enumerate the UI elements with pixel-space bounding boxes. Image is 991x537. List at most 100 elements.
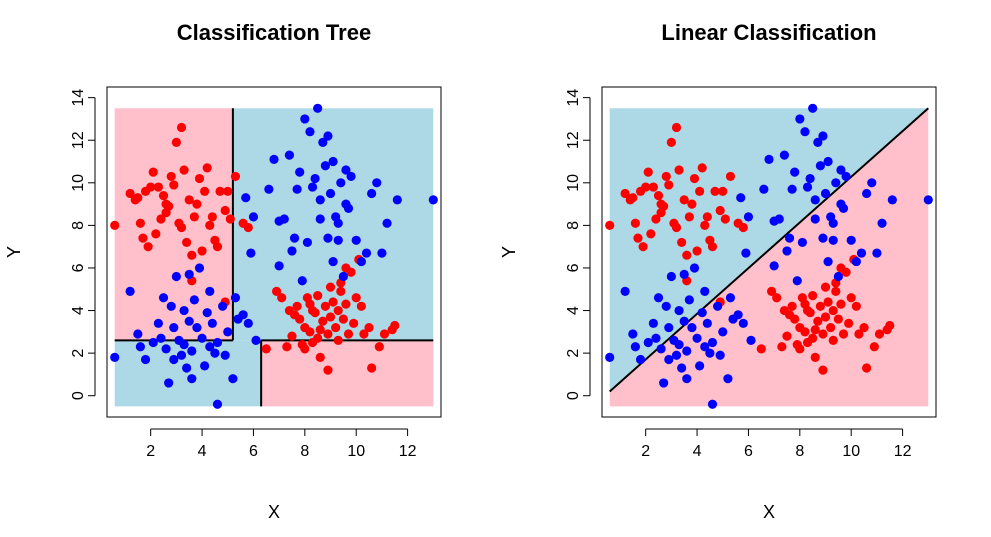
data-point-blue	[810, 214, 820, 224]
data-point-red	[287, 331, 297, 341]
data-point-red	[282, 342, 292, 352]
data-point-blue	[161, 344, 171, 354]
data-point-blue	[779, 150, 790, 160]
data-point-red	[300, 344, 310, 354]
data-point-blue	[205, 342, 215, 352]
data-point-red	[813, 316, 823, 326]
data-point-red	[838, 329, 849, 339]
data-point-blue	[684, 295, 694, 305]
data-point-blue	[343, 203, 354, 213]
data-point-red	[800, 299, 810, 309]
y-tick-label: 2	[565, 349, 582, 358]
data-point-blue	[725, 293, 736, 303]
data-point-red	[653, 190, 664, 201]
data-point-red	[333, 335, 343, 345]
data-point-blue	[392, 195, 402, 205]
data-point-blue	[666, 271, 676, 282]
data-point-blue	[269, 154, 279, 164]
data-point-red	[292, 301, 302, 311]
data-point-blue	[158, 293, 169, 303]
x-tick-label: 6	[744, 443, 753, 460]
data-point-red	[772, 293, 782, 303]
data-point-red	[200, 186, 210, 196]
data-point-red	[338, 314, 348, 324]
data-point-blue	[197, 333, 207, 343]
data-point-blue	[823, 256, 833, 267]
data-point-blue	[295, 167, 305, 177]
data-point-blue	[377, 248, 387, 258]
data-point-red	[284, 305, 295, 316]
data-point-blue	[179, 340, 189, 350]
data-point-red	[305, 327, 315, 337]
x-tick-label: 10	[347, 443, 365, 460]
data-point-blue	[220, 350, 230, 360]
data-point-red	[313, 333, 323, 343]
data-point-blue	[351, 235, 361, 245]
data-point-red	[831, 286, 841, 296]
data-point-blue	[230, 293, 241, 303]
data-point-blue	[179, 305, 189, 316]
data-point-red	[664, 180, 674, 190]
data-point-red	[779, 305, 790, 316]
data-point-blue	[800, 127, 810, 137]
data-point-blue	[182, 363, 192, 373]
data-point-red	[605, 220, 615, 230]
data-point-blue	[648, 318, 658, 328]
data-point-red	[800, 327, 810, 337]
data-point-blue	[813, 137, 823, 147]
x-axis-label: X	[268, 502, 280, 522]
data-point-red	[130, 195, 140, 205]
data-point-blue	[692, 333, 702, 343]
data-point-blue	[125, 286, 135, 296]
data-point-red	[336, 286, 346, 296]
data-point-red	[738, 222, 748, 233]
data-point-blue	[315, 214, 325, 224]
data-point-blue	[310, 173, 320, 184]
data-point-red	[651, 214, 661, 224]
data-point-blue	[315, 195, 325, 205]
y-tick-label: 10	[70, 174, 87, 192]
data-point-blue	[790, 167, 800, 177]
y-tick-label: 6	[565, 263, 582, 272]
data-point-red	[325, 312, 336, 322]
data-point-blue	[679, 316, 689, 326]
data-point-red	[343, 329, 354, 339]
data-point-red	[166, 171, 176, 182]
data-point-red	[648, 182, 658, 192]
data-point-red	[205, 220, 215, 230]
data-point-blue	[856, 248, 867, 258]
data-point-blue	[243, 318, 253, 328]
y-axis-label: Y	[4, 246, 24, 258]
data-point-red	[700, 220, 710, 230]
data-point-blue	[133, 329, 143, 339]
data-point-red	[630, 218, 641, 228]
data-point-red	[135, 218, 145, 228]
data-point-red	[318, 316, 328, 326]
data-point-blue	[169, 322, 179, 333]
data-point-red	[315, 325, 325, 335]
data-point-blue	[346, 171, 356, 182]
data-point-blue	[862, 188, 872, 199]
data-point-blue	[153, 318, 163, 328]
data-point-blue	[828, 235, 838, 245]
data-point-blue	[305, 127, 315, 137]
data-point-blue	[323, 131, 333, 141]
x-tick-label: 2	[146, 443, 155, 460]
data-point-red	[818, 329, 828, 339]
data-point-blue	[333, 218, 343, 228]
data-point-red	[820, 282, 831, 292]
data-point-blue	[802, 182, 813, 192]
data-point-red	[766, 286, 777, 296]
data-point-blue	[320, 161, 330, 171]
data-point-red	[374, 342, 384, 352]
data-point-red	[390, 320, 400, 331]
y-tick-label: 8	[565, 221, 582, 230]
data-point-red	[179, 165, 189, 175]
data-point-red	[633, 233, 643, 243]
data-point-red	[625, 195, 635, 205]
data-point-red	[777, 342, 787, 352]
data-point-blue	[782, 246, 792, 256]
data-point-red	[846, 293, 856, 303]
data-point-blue	[792, 276, 802, 286]
data-point-red	[223, 186, 233, 196]
